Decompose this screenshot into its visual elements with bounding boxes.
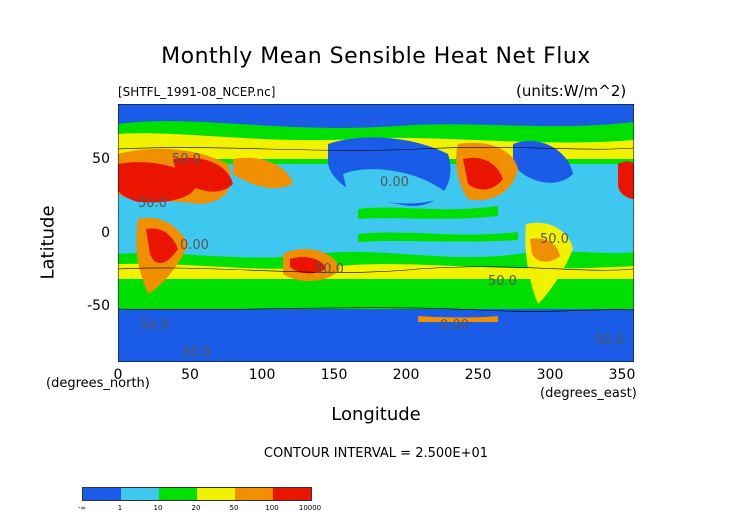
contour-label: 50.0 [182,345,211,360]
x-tick-label: 0 [113,367,123,383]
x-axis-label: Longitude [331,404,421,425]
colorbar-segment [159,488,197,500]
x-tick-label: 50 [181,367,199,383]
colorbar-label: 50 [229,504,239,512]
contour-label: 0.00 [380,175,409,190]
y-tick-label: 50 [92,151,110,167]
colorbar-segment [83,488,121,500]
colorbar-segment [197,488,235,500]
contour-label: 50.0 [595,333,624,348]
file-label: [SHTFL_1991-08_NCEP.nc] [118,85,276,99]
colorbar [82,487,312,501]
colorbar-label: 10000 [298,504,322,512]
contour-label: 50.0 [540,232,569,247]
contour-label: 50.0 [140,318,169,333]
colorbar-label: 20 [191,504,201,512]
x-tick-label: 100 [248,367,276,383]
units-label: (units:W/m^2) [516,82,627,100]
contour-label: 50.0 [172,152,201,167]
contour-label: 0.00 [440,318,469,333]
y-axis-label: Latitude [37,205,59,280]
contour-label: 50.0 [138,196,167,211]
colorbar-segment [235,488,273,500]
y-tick-label: -50 [87,298,110,314]
contour-label: 50.0 [488,274,517,289]
colorbar-label: 10 [153,504,163,512]
x-tick-label: 150 [320,367,348,383]
flux-map [118,104,634,362]
y-axis-unit: (degrees_north) [46,376,150,391]
x-tick-label: 200 [392,367,420,383]
contour-label: 0.00 [180,238,209,253]
x-tick-label: 350 [608,367,636,383]
x-tick-label: 300 [536,367,564,383]
colorbar-segment [273,488,311,500]
colorbar-label: 100 [265,504,279,512]
colorbar-label: 1 [117,504,123,512]
x-tick-label: 250 [464,367,492,383]
contour-interval: CONTOUR INTERVAL = 2.500E+01 [263,446,489,461]
y-tick-label: 0 [101,225,110,241]
contour-label: 50.0 [315,262,344,277]
colorbar-label: -∞ [77,504,87,512]
chart-title: Monthly Mean Sensible Heat Net Flux [161,44,591,69]
colorbar-segment [121,488,159,500]
x-axis-unit: (degrees_east) [540,386,637,401]
